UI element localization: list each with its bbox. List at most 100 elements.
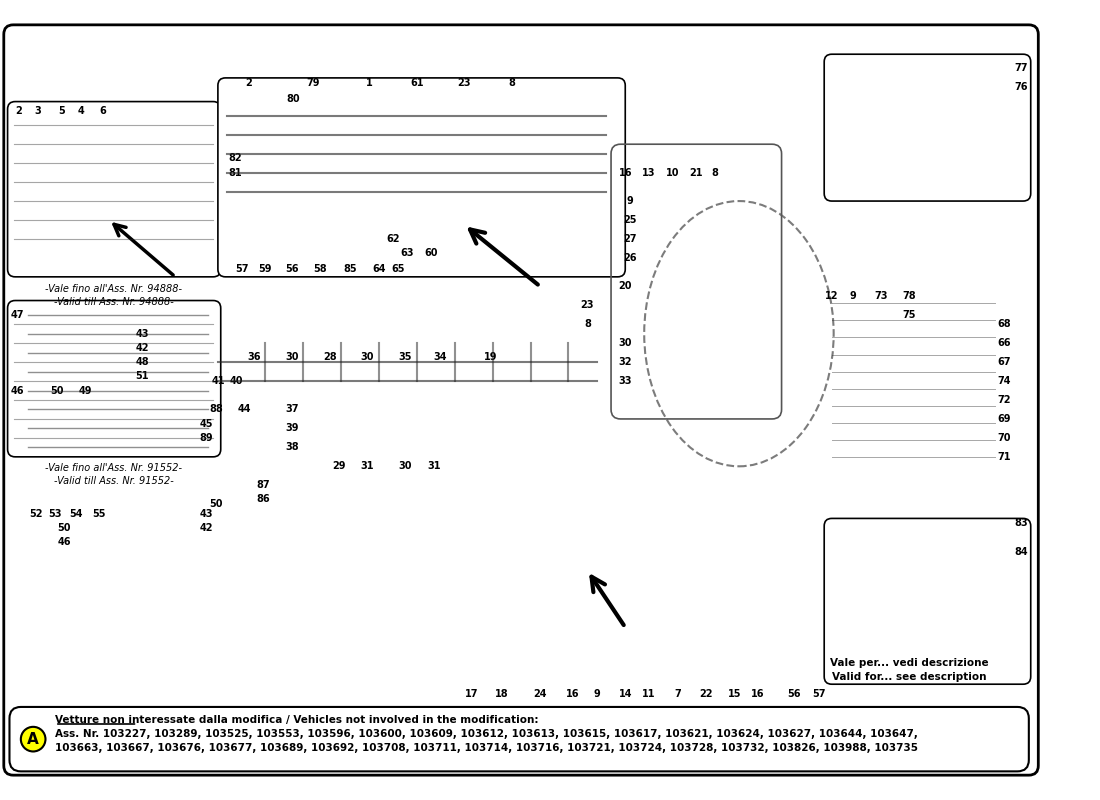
Text: 76: 76 [1014, 82, 1028, 92]
Text: 56: 56 [285, 264, 298, 274]
Text: -Valid till Ass. Nr. 91552-: -Valid till Ass. Nr. 91552- [54, 476, 174, 486]
Text: 25: 25 [624, 215, 637, 225]
Text: 2: 2 [245, 78, 252, 88]
Text: 5: 5 [58, 106, 65, 116]
Text: 14: 14 [618, 689, 632, 698]
Text: 23: 23 [581, 300, 594, 310]
Text: 79: 79 [306, 78, 319, 88]
Text: 28: 28 [323, 352, 337, 362]
Text: 13: 13 [642, 168, 656, 178]
Text: 103663, 103667, 103676, 103677, 103689, 103692, 103708, 103711, 103714, 103716, : 103663, 103667, 103676, 103677, 103689, … [55, 742, 917, 753]
Text: 70: 70 [998, 433, 1011, 443]
Text: 17: 17 [465, 689, 478, 698]
Text: 3: 3 [34, 106, 42, 116]
Text: 2: 2 [15, 106, 22, 116]
Text: 16: 16 [751, 689, 764, 698]
FancyBboxPatch shape [218, 78, 625, 277]
Text: 30: 30 [618, 338, 632, 348]
Text: 64: 64 [372, 264, 386, 274]
Text: 80: 80 [287, 94, 300, 104]
Text: 42: 42 [135, 343, 149, 353]
Text: 35: 35 [398, 352, 412, 362]
Text: 1: 1 [366, 78, 373, 88]
Text: 37: 37 [285, 405, 298, 414]
Text: 62: 62 [386, 234, 400, 244]
Text: 88: 88 [209, 405, 223, 414]
FancyBboxPatch shape [8, 301, 221, 457]
Text: 51: 51 [135, 371, 149, 382]
Text: 9: 9 [627, 196, 634, 206]
Text: 8: 8 [584, 319, 591, 330]
Text: 59: 59 [258, 264, 272, 274]
Text: 46: 46 [57, 537, 72, 547]
FancyBboxPatch shape [8, 102, 221, 277]
Text: 16: 16 [618, 168, 632, 178]
Text: 31: 31 [427, 462, 441, 471]
Text: Vetture non interessate dalla modifica / Vehicles not involved in the modificati: Vetture non interessate dalla modifica /… [55, 715, 538, 726]
Text: 44: 44 [238, 405, 251, 414]
Text: 30: 30 [285, 352, 298, 362]
Text: 46: 46 [10, 386, 24, 395]
Text: 61: 61 [410, 78, 424, 88]
Text: 74: 74 [998, 376, 1011, 386]
Text: 20: 20 [618, 282, 632, 291]
Text: 56: 56 [788, 689, 801, 698]
Text: 8: 8 [712, 168, 718, 178]
FancyBboxPatch shape [824, 518, 1031, 684]
Text: 11: 11 [642, 689, 656, 698]
Text: 72: 72 [998, 395, 1011, 405]
Text: A: A [28, 732, 38, 746]
Text: 58: 58 [314, 264, 327, 274]
Text: 39: 39 [285, 423, 298, 434]
Text: 50: 50 [57, 523, 72, 533]
Text: 67: 67 [998, 357, 1011, 367]
Text: Valid for... see description: Valid for... see description [833, 672, 987, 682]
Text: 27: 27 [624, 234, 637, 244]
Text: 7: 7 [674, 689, 681, 698]
Text: 53: 53 [48, 509, 62, 518]
Text: 23: 23 [458, 78, 471, 88]
Text: 49: 49 [78, 386, 92, 395]
Text: 50: 50 [51, 386, 64, 395]
Text: passionfFerrari1985: passionfFerrari1985 [300, 476, 741, 514]
Text: 6: 6 [99, 106, 106, 116]
Text: 57: 57 [234, 264, 249, 274]
Text: 87: 87 [256, 480, 271, 490]
Text: 18: 18 [495, 689, 509, 698]
Text: 60: 60 [425, 248, 438, 258]
Text: 9: 9 [849, 290, 856, 301]
Text: 40: 40 [230, 376, 243, 386]
Text: 45: 45 [200, 418, 213, 429]
Text: 34: 34 [433, 352, 448, 362]
Text: 71: 71 [998, 452, 1011, 462]
Text: 50: 50 [209, 499, 222, 510]
Text: 57: 57 [813, 689, 826, 698]
Text: 19: 19 [484, 352, 497, 362]
Text: 32: 32 [618, 357, 632, 367]
Text: Vale per... vedi descrizione: Vale per... vedi descrizione [830, 658, 989, 668]
Text: 86: 86 [256, 494, 271, 505]
Text: 36: 36 [248, 352, 261, 362]
Circle shape [21, 727, 45, 751]
Text: 21: 21 [690, 168, 703, 178]
Text: 33: 33 [618, 376, 632, 386]
FancyBboxPatch shape [824, 54, 1031, 201]
FancyBboxPatch shape [10, 707, 1028, 771]
Text: 9: 9 [594, 689, 601, 698]
Text: 83: 83 [1014, 518, 1028, 528]
Text: 81: 81 [228, 168, 242, 178]
Text: 15: 15 [727, 689, 741, 698]
Text: 65: 65 [392, 264, 405, 274]
Text: 73: 73 [874, 290, 888, 301]
Text: 85: 85 [343, 264, 358, 274]
Text: 29: 29 [332, 462, 345, 471]
Text: 63: 63 [400, 248, 414, 258]
Text: 26: 26 [624, 253, 637, 263]
Text: 89: 89 [200, 433, 213, 443]
Text: 77: 77 [1014, 63, 1028, 74]
Text: -Valid till Ass. Nr. 94888-: -Valid till Ass. Nr. 94888- [54, 297, 174, 306]
Text: 69: 69 [998, 414, 1011, 424]
Text: 12: 12 [825, 290, 838, 301]
Text: 30: 30 [361, 352, 374, 362]
Text: 10: 10 [666, 168, 680, 178]
